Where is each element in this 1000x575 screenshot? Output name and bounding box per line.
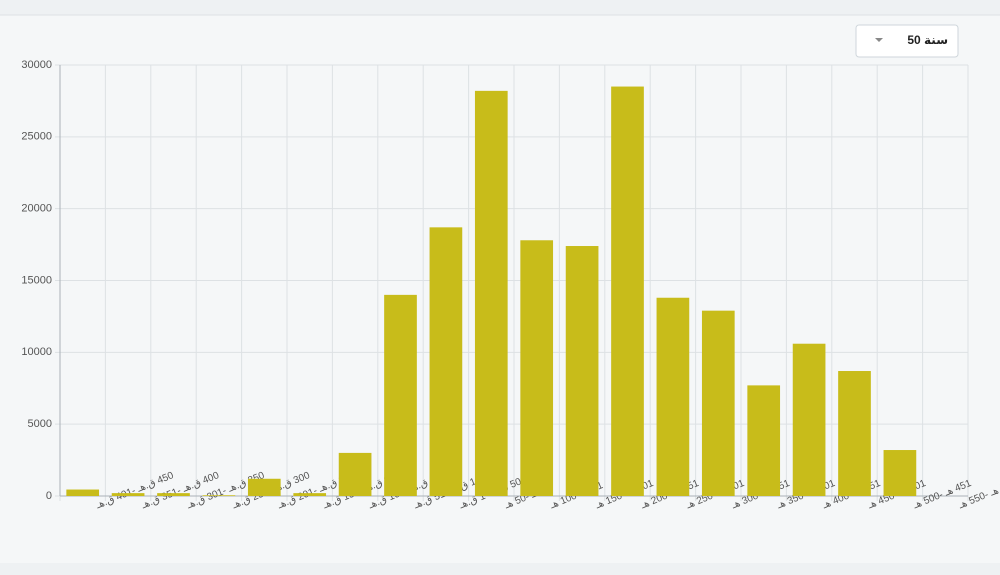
bar: [883, 450, 917, 496]
bar: [701, 310, 735, 496]
bar: [202, 495, 236, 496]
y-tick-label: 15000: [21, 274, 52, 286]
bar: [429, 227, 463, 497]
bar: [157, 493, 190, 496]
bar: [293, 493, 327, 496]
dropdown[interactable]: 50 سنة: [855, 24, 959, 58]
y-tick-label: 10000: [21, 346, 52, 358]
bar: [838, 371, 871, 496]
bar: [792, 343, 826, 496]
bar: [384, 294, 417, 496]
bar: [520, 240, 554, 496]
bar: [747, 385, 781, 496]
bar: [111, 493, 145, 496]
bar: [338, 452, 372, 496]
bar: [66, 489, 100, 496]
bar: [474, 90, 508, 497]
y-tick-label: 30000: [21, 59, 52, 71]
y-tick-label: 20000: [21, 203, 52, 215]
bar: [247, 478, 281, 496]
dropdown-label: 50 سنة: [907, 33, 948, 47]
y-tick-label: 0: [46, 490, 52, 502]
bar: [611, 86, 644, 497]
dropdown-box[interactable]: [855, 24, 959, 58]
dropdown-caret: [875, 38, 883, 42]
bar: [565, 246, 599, 496]
y-tick-label: 25000: [21, 131, 52, 143]
y-tick-label: 5000: [28, 418, 52, 430]
bar: [656, 297, 690, 496]
